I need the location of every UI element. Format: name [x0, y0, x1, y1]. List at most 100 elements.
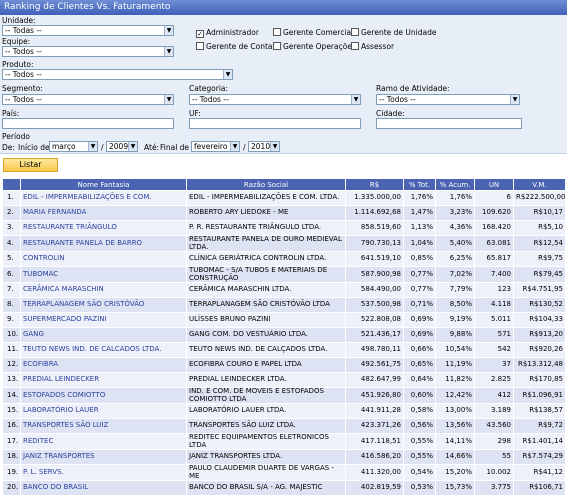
checkbox-gerente-contas[interactable]: Gerente de Contas — [196, 42, 276, 51]
cell-nome-fantasia[interactable]: LABORATÓRIO LAUER — [21, 404, 187, 419]
checkbox-icon — [273, 28, 281, 36]
cell-nome-fantasia[interactable]: GANG — [21, 328, 187, 343]
table-row[interactable]: 13. PREDIAL LEINDECKER PREDIAL LEINDECKER … — [3, 373, 566, 388]
uf-label: UF: — [189, 109, 201, 118]
table-row[interactable]: 19. P. L. SERVS. PAULO CLAUDEMIR DUARTE DE… — [3, 465, 566, 481]
table-row[interactable]: 3. RESTAURANTE TRIÂNGULO P. R. RESTAURANTE… — [3, 221, 566, 236]
checkbox-assessor[interactable]: Assessor — [351, 42, 394, 51]
checkbox-gerente-operacoes[interactable]: Gerente Operações — [273, 42, 356, 51]
categoria-select[interactable]: -- Todos -- ▼ — [189, 94, 361, 105]
final-mes-select[interactable]: fevereiro ▼ — [191, 141, 240, 152]
cell-percent-total: 0,65% — [404, 358, 436, 373]
table-row[interactable]: 17. REDITEC REDITEC EQUIPAMENTOS ELETRÔNIC… — [3, 434, 566, 450]
cell-unidades: 4.118 — [475, 298, 514, 313]
table-row[interactable]: 7. CERÂMICA MARASCHIN CERÂMICA MARASCHIN L… — [3, 283, 566, 298]
inicio-ano-select[interactable]: 2009 ▼ — [106, 141, 138, 152]
cell-nome-fantasia[interactable]: CERÂMICA MARASCHIN — [21, 283, 187, 298]
cell-nome-fantasia[interactable]: CONTROLIN — [21, 252, 187, 267]
final-ano-select[interactable]: 2010 ▼ — [248, 141, 280, 152]
table-row[interactable]: 10. GANG GANG COM. DO VESTUÁRIO LTDA. 521.4… — [3, 328, 566, 343]
cell-percent-acumulado: 6,25% — [436, 252, 475, 267]
cell-valor-medio: R$1.096,91 — [514, 388, 566, 404]
cell-percent-total: 0,85% — [404, 252, 436, 267]
cell-valor-medio: R$104,33 — [514, 313, 566, 328]
cell-unidades: 123 — [475, 283, 514, 298]
chevron-down-icon: ▼ — [351, 95, 360, 104]
table-row[interactable]: 14. ESTOFADOS COMIOTTO IND. E COM. DE MÓVE… — [3, 388, 566, 404]
cell-valor-medio: R$10,17 — [514, 206, 566, 221]
ramo-value: -- Todos -- — [379, 95, 416, 104]
cell-unidades: 571 — [475, 328, 514, 343]
cell-percent-acumulado: 11,82% — [436, 373, 475, 388]
cell-unidades: 412 — [475, 388, 514, 404]
pais-input[interactable] — [2, 118, 174, 129]
cell-percent-acumulado: 9,88% — [436, 328, 475, 343]
table-row[interactable]: 2. MARIA FERNANDA ROBERTO ARY LIEDOKE - ME… — [3, 206, 566, 221]
cell-nome-fantasia[interactable]: RESTAURANTE TRIÂNGULO — [21, 221, 187, 236]
cell-nome-fantasia[interactable]: ECOFIBRA — [21, 358, 187, 373]
listar-button[interactable]: Listar — [3, 158, 58, 172]
cell-nome-fantasia[interactable]: BANCO DO BRASIL — [21, 481, 187, 496]
equipe-select[interactable]: -- Todos -- ▼ — [2, 46, 174, 57]
cell-nome-fantasia[interactable]: TRANSPORTES SÃO LUIZ — [21, 419, 187, 434]
cell-nome-fantasia[interactable]: JANIZ TRANSPORTES — [21, 450, 187, 465]
cell-razao-social: TEUTO NEWS IND. DE CALÇADOS LTDA. — [187, 343, 346, 358]
cell-nome-fantasia[interactable]: ESTOFADOS COMIOTTO — [21, 388, 187, 404]
cell-percent-acumulado: 14,11% — [436, 434, 475, 450]
cell-nome-fantasia[interactable]: EDIL - IMPERMEABILIZAÇÕES E COM. — [21, 191, 187, 206]
categoria-label: Categoria: — [189, 84, 228, 93]
ate-label: Até: — [144, 143, 159, 152]
table-row[interactable]: 1. EDIL - IMPERMEABILIZAÇÕES E COM. EDIL -… — [3, 191, 566, 206]
produto-select[interactable]: -- Todos -- ▼ — [2, 69, 233, 80]
table-row[interactable]: 18. JANIZ TRANSPORTES JANIZ TRANSPORTES LT… — [3, 450, 566, 465]
cell-valor: 441.911,28 — [346, 404, 404, 419]
cell-unidades: 109.620 — [475, 206, 514, 221]
chevron-down-icon: ▼ — [230, 142, 239, 151]
uf-input[interactable] — [189, 118, 361, 129]
cell-nome-fantasia[interactable]: RESTAURANTE PANELA DE BARRO — [21, 236, 187, 252]
cell-index: 3. — [3, 221, 21, 236]
table-row[interactable]: 5. CONTROLIN CLÍNICA GERIÁTRICA CONTROLIN … — [3, 252, 566, 267]
table-row[interactable]: 8. TERRAPLANAGEM SÃO CRISTÓVÃO TERRAPLANAG… — [3, 298, 566, 313]
segmento-select[interactable]: -- Todos -- ▼ — [2, 94, 174, 105]
cell-percent-acumulado: 12,42% — [436, 388, 475, 404]
inicio-mes-select[interactable]: março ▼ — [49, 141, 98, 152]
cidade-input[interactable] — [376, 118, 522, 129]
cell-index: 15. — [3, 404, 21, 419]
table-row[interactable]: 6. TUBOMAC TUBOMAC - S/A TUBOS E MATERIAIS… — [3, 267, 566, 283]
chevron-down-icon: ▼ — [164, 95, 173, 104]
cell-valor-medio: R$5,10 — [514, 221, 566, 236]
cell-valor: 451.926,80 — [346, 388, 404, 404]
cell-razao-social: TRANSPORTES SÃO LUIZ LTDA. — [187, 419, 346, 434]
cell-nome-fantasia[interactable]: REDITEC — [21, 434, 187, 450]
table-row[interactable]: 16. TRANSPORTES SÃO LUIZ TRANSPORTES SÃO L… — [3, 419, 566, 434]
cell-unidades: 6 — [475, 191, 514, 206]
cell-nome-fantasia[interactable]: P. L. SERVS. — [21, 465, 187, 481]
table-row[interactable]: 12. ECOFIBRA ECOFIBRA COURO E PAPEL LTDA 49… — [3, 358, 566, 373]
cell-percent-total: 0,60% — [404, 388, 436, 404]
cell-valor: 522.808,08 — [346, 313, 404, 328]
cell-index: 8. — [3, 298, 21, 313]
cell-valor: 858.519,60 — [346, 221, 404, 236]
cell-nome-fantasia[interactable]: TUBOMAC — [21, 267, 187, 283]
checkbox-gerente-unidade[interactable]: Gerente de Unidade — [351, 28, 436, 37]
cell-valor: 521.436,17 — [346, 328, 404, 343]
unidade-select[interactable]: -- Todas -- ▼ — [2, 25, 174, 36]
table-row[interactable]: 4. RESTAURANTE PANELA DE BARRO RESTAURANTE… — [3, 236, 566, 252]
cell-nome-fantasia[interactable]: PREDIAL LEINDECKER — [21, 373, 187, 388]
cell-nome-fantasia[interactable]: TEUTO NEWS IND. DE CALCADOS LTDA. — [21, 343, 187, 358]
table-row[interactable]: 15. LABORATÓRIO LAUER LABORATÓRIO LAUER LT… — [3, 404, 566, 419]
inicio-mes-value: março — [52, 142, 76, 151]
cell-nome-fantasia[interactable]: MARIA FERNANDA — [21, 206, 187, 221]
ramo-select[interactable]: -- Todos -- ▼ — [376, 94, 520, 105]
table-row[interactable]: 9. SUPERMERCADO PAZINI ULÍSSES BRUNO PAZIN… — [3, 313, 566, 328]
cell-index: 10. — [3, 328, 21, 343]
cell-nome-fantasia[interactable]: TERRAPLANAGEM SÃO CRISTÓVÃO — [21, 298, 187, 313]
cell-index: 20. — [3, 481, 21, 496]
checkbox-gerente-comercial[interactable]: Gerente Comercial — [273, 28, 353, 37]
table-row[interactable]: 20. BANCO DO BRASIL BANCO DO BRASIL S/A - … — [3, 481, 566, 496]
cell-razao-social: CERÂMICA MARASCHIN LTDA. — [187, 283, 346, 298]
table-row[interactable]: 11. TEUTO NEWS IND. DE CALCADOS LTDA. TEUT… — [3, 343, 566, 358]
checkbox-administrador[interactable]: ✓ Administrador — [196, 28, 259, 38]
cell-nome-fantasia[interactable]: SUPERMERCADO PAZINI — [21, 313, 187, 328]
